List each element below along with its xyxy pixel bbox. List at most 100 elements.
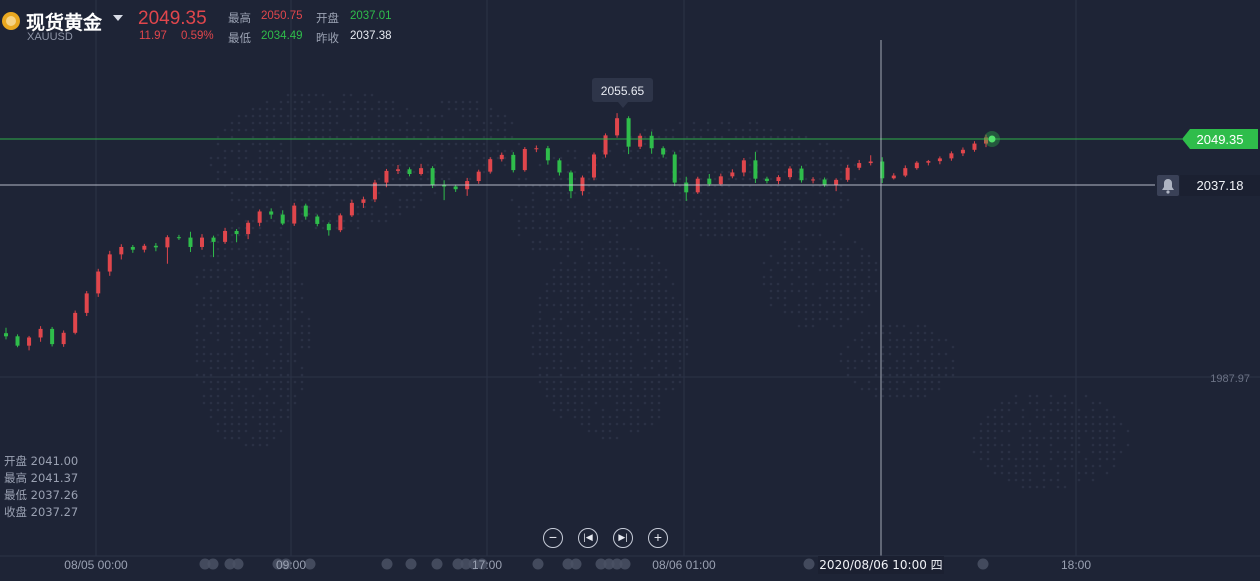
map-dot: [524, 205, 528, 209]
map-dot: [1063, 415, 1067, 419]
map-dot: [755, 198, 759, 202]
map-dot: [636, 170, 640, 174]
map-dot: [552, 226, 556, 230]
map-dot: [279, 261, 283, 265]
map-dot: [615, 240, 619, 244]
candle-body-4: [50, 328, 55, 345]
map-dot: [853, 310, 857, 314]
map-dot: [1112, 422, 1116, 426]
map-dot: [818, 142, 822, 146]
map-dot: [874, 387, 878, 391]
map-dot: [678, 366, 682, 370]
map-dot: [762, 170, 766, 174]
map-dot: [608, 366, 612, 370]
map-dot: [223, 268, 227, 272]
map-dot: [251, 366, 255, 370]
map-dot: [748, 128, 752, 132]
map-dot: [1056, 401, 1060, 405]
map-dot: [251, 436, 255, 440]
map-dot: [286, 268, 290, 272]
map-dot: [293, 198, 297, 202]
zoom-out-button[interactable]: −: [543, 528, 563, 548]
map-dot: [636, 429, 640, 433]
map-dot: [321, 205, 325, 209]
map-dot: [664, 373, 668, 377]
map-dot: [475, 114, 479, 118]
map-dot: [615, 401, 619, 405]
map-dot: [657, 268, 661, 272]
map-dot: [895, 387, 899, 391]
map-dot: [293, 310, 297, 314]
symbol-code: XAUUSD: [27, 31, 73, 43]
map-dot: [664, 338, 668, 342]
scroll-to-end-button[interactable]: ▶|: [613, 528, 633, 548]
symbol-dropdown-caret-icon[interactable]: [113, 15, 123, 21]
map-dot: [573, 212, 577, 216]
map-dot: [601, 387, 605, 391]
scroll-to-start-button[interactable]: |◀: [578, 528, 598, 548]
map-dot: [195, 282, 199, 286]
map-dot: [230, 135, 234, 139]
map-dot: [328, 128, 332, 132]
map-dot: [251, 142, 255, 146]
map-dot: [846, 261, 850, 265]
candle-body-70: [811, 179, 816, 181]
map-dot: [657, 310, 661, 314]
event-marker-0: [199, 558, 211, 570]
map-dot: [776, 226, 780, 230]
map-dot: [944, 373, 948, 377]
map-dot: [258, 310, 262, 314]
map-dot: [664, 149, 668, 153]
map-dot: [1000, 422, 1004, 426]
map-dot: [475, 128, 479, 132]
map-dot: [335, 121, 339, 125]
map-dot: [951, 345, 955, 349]
map-dot: [1098, 401, 1102, 405]
map-dot: [692, 170, 696, 174]
map-dot: [615, 422, 619, 426]
candle-body-46: [534, 148, 539, 150]
map-dot: [307, 219, 311, 223]
map-dot: [622, 226, 626, 230]
map-dot: [769, 296, 773, 300]
map-dot: [279, 408, 283, 412]
map-dot: [643, 289, 647, 293]
map-dot: [776, 198, 780, 202]
map-dot: [328, 212, 332, 216]
map-dot: [657, 303, 661, 307]
map-dot: [566, 324, 570, 328]
price-alert-bell-icon[interactable]: [1157, 175, 1179, 196]
map-dot: [839, 296, 843, 300]
map-dot: [587, 324, 591, 328]
map-dot: [587, 387, 591, 391]
map-dot: [636, 254, 640, 258]
map-dot: [615, 415, 619, 419]
map-dot: [342, 191, 346, 195]
map-dot: [538, 324, 542, 328]
map-dot: [286, 170, 290, 174]
map-dot: [1077, 429, 1081, 433]
map-dot: [1091, 471, 1095, 475]
map-dot: [328, 156, 332, 160]
map-dot: [811, 261, 815, 265]
map-dot: [734, 128, 738, 132]
map-dot: [377, 156, 381, 160]
map-dot: [272, 233, 276, 237]
map-dot: [216, 240, 220, 244]
map-dot: [265, 219, 269, 223]
symbol-name[interactable]: 现货黄金: [26, 12, 103, 34]
map-dot: [895, 394, 899, 398]
map-dot: [566, 338, 570, 342]
map-dot: [559, 331, 563, 335]
candle-body-69: [799, 168, 804, 181]
map-dot: [531, 247, 535, 251]
map-dot: [643, 338, 647, 342]
map-dot: [279, 387, 283, 391]
map-dot: [706, 191, 710, 195]
map-dot: [419, 191, 423, 195]
map-dot: [930, 345, 934, 349]
map-dot: [993, 415, 997, 419]
candle-body-16: [188, 237, 193, 247]
zoom-in-button[interactable]: +: [648, 528, 668, 548]
